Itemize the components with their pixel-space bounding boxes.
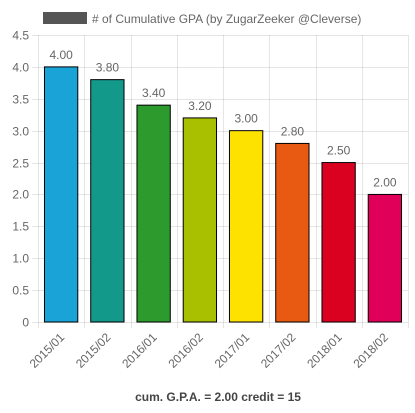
data-label: 2.50 xyxy=(327,144,351,158)
x-tick-label: 2017/02 xyxy=(258,330,299,371)
y-tick-label: 4.0 xyxy=(12,61,29,75)
y-axis-ticks: 0 0.5 1.0 1.5 2.0 2.5 3.0 3.5 4.0 4.5 xyxy=(12,29,29,330)
data-label: 3.80 xyxy=(96,61,120,75)
x-axis-ticks: 2015/01 2015/02 2016/01 2016/02 2017/01 2017/… xyxy=(27,330,392,371)
bar-2017-02[interactable] xyxy=(275,142,310,323)
chart-footer: cum. G.P.A. = 2.00 credit = 15 xyxy=(135,390,301,404)
x-tick-label: 2018/02 xyxy=(350,330,391,371)
bar-2018-01[interactable] xyxy=(321,162,356,323)
y-tick-label: 2.5 xyxy=(12,157,29,171)
x-tick-label: 2016/02 xyxy=(165,330,206,371)
y-tick-label: 3.0 xyxy=(12,125,29,139)
data-label: 3.40 xyxy=(142,86,166,100)
data-labels: 4.00 3.80 3.40 3.20 3.00 2.80 2.50 2.00 xyxy=(49,48,396,190)
y-tick-label: 1.0 xyxy=(12,252,29,266)
x-tick-label: 2015/02 xyxy=(73,330,114,371)
data-label: 3.20 xyxy=(188,99,212,113)
x-tick-label: 2017/01 xyxy=(212,330,253,371)
bar-2015-02[interactable] xyxy=(90,79,125,323)
data-label: 3.00 xyxy=(234,112,258,126)
y-tick-label: 2.0 xyxy=(12,188,29,202)
y-tick-label: 1.5 xyxy=(12,220,29,234)
data-label: 2.00 xyxy=(373,175,397,189)
x-tick-label: 2016/01 xyxy=(119,330,160,371)
bar-2016-01[interactable] xyxy=(136,104,171,323)
legend-swatch[interactable] xyxy=(43,12,87,24)
y-tick-label: 0 xyxy=(22,316,29,330)
bar-2017-01[interactable] xyxy=(228,130,264,323)
data-label: 2.80 xyxy=(281,124,305,138)
y-tick-label: 3.5 xyxy=(12,93,29,107)
y-tick-label: 4.5 xyxy=(12,29,29,43)
bar-2015-01[interactable] xyxy=(43,66,79,323)
bar-2018-02[interactable] xyxy=(367,193,403,323)
bars xyxy=(43,66,403,323)
bar-2016-02[interactable] xyxy=(182,117,218,323)
x-tick-label: 2018/01 xyxy=(304,330,345,371)
x-tick-label: 2015/01 xyxy=(27,330,68,371)
y-tick-label: 0.5 xyxy=(12,284,29,298)
legend[interactable]: # of Cumulative GPA (by ZugarZeeker @Cle… xyxy=(43,12,361,26)
legend-label[interactable]: # of Cumulative GPA (by ZugarZeeker @Cle… xyxy=(92,12,361,26)
data-label: 4.00 xyxy=(49,48,73,62)
